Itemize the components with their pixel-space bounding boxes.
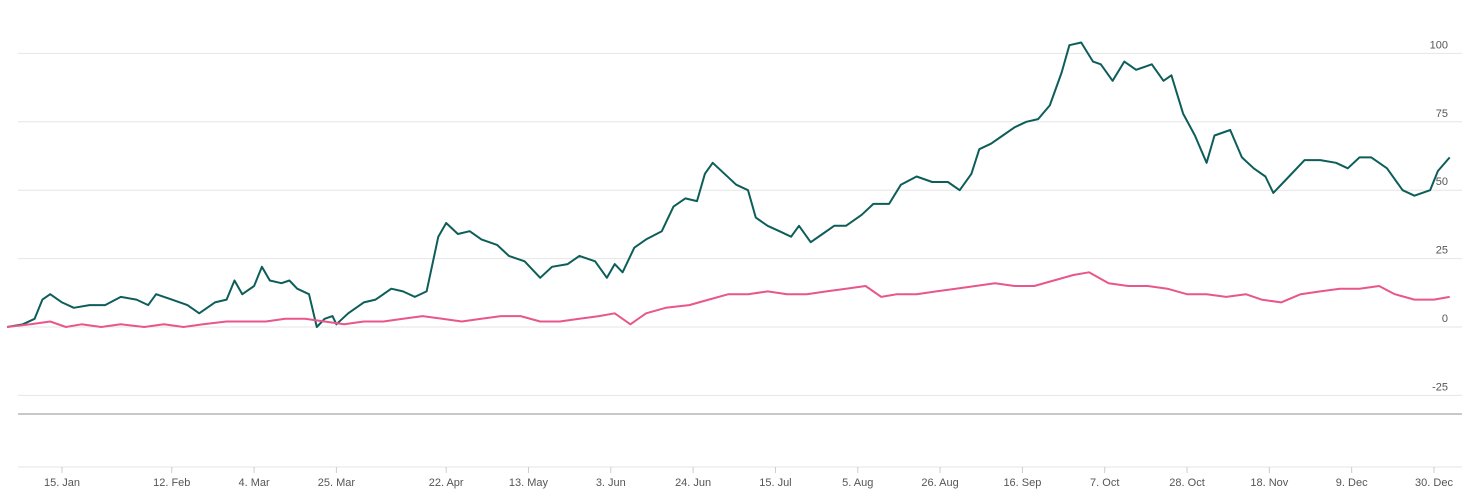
y-axis: 100 75 50 25 0 -25 xyxy=(1430,39,1448,393)
x-tick-label: 16. Sep xyxy=(1003,477,1041,489)
x-tick-label: 26. Aug xyxy=(921,477,958,489)
grid-layer xyxy=(18,52,1462,396)
y-tick-label: 0 xyxy=(1442,313,1448,325)
y-tick-label: 75 xyxy=(1436,108,1448,120)
x-tick-label: 15. Jan xyxy=(44,477,80,489)
x-tick-label: 25. Mar xyxy=(318,477,356,489)
y-tick-label: 100 xyxy=(1430,39,1448,51)
x-tick-label: 4. Mar xyxy=(238,477,270,489)
x-tick-label: 30. Dec xyxy=(1415,477,1453,489)
y-tick-label: 25 xyxy=(1436,245,1448,257)
x-tick-label: 24. Jun xyxy=(675,477,711,489)
x-tick-label: 5. Aug xyxy=(842,477,873,489)
x-tick-label: 3. Jun xyxy=(596,477,626,489)
series-line-1 xyxy=(6,41,1451,328)
x-tick-label: 28. Oct xyxy=(1169,477,1204,489)
series-line-2 xyxy=(6,271,1450,328)
x-tick-label: 9. Dec xyxy=(1336,477,1368,489)
navigator xyxy=(18,413,1462,468)
x-tick-label: 22. Apr xyxy=(429,477,464,489)
y-tick-label: -25 xyxy=(1432,381,1448,393)
x-tick-label: 7. Oct xyxy=(1090,477,1119,489)
x-tick-label: 12. Feb xyxy=(153,477,190,489)
x-axis: 15. Jan 12. Feb 4. Mar 25. Mar 22. Apr 13. Ma… xyxy=(44,467,1453,489)
x-tick-label: 15. Jul xyxy=(759,477,791,489)
series-layer xyxy=(6,41,1451,328)
x-tick-label: 13. May xyxy=(509,477,549,489)
x-tick-label: 18. Nov xyxy=(1250,477,1288,489)
y-tick-label: 50 xyxy=(1436,176,1448,188)
